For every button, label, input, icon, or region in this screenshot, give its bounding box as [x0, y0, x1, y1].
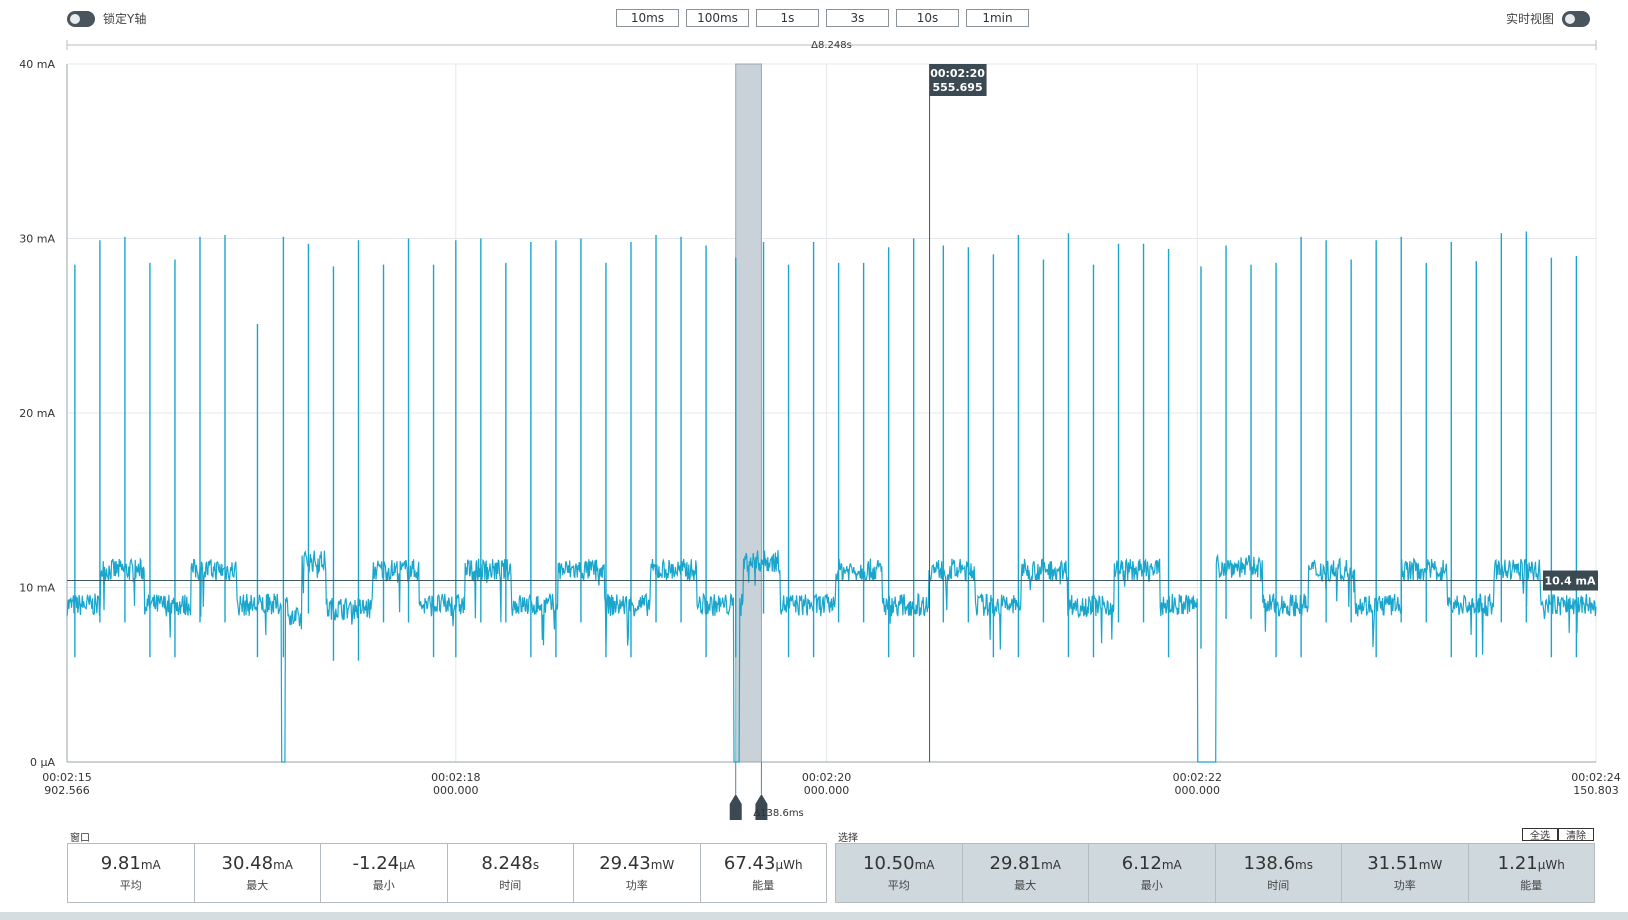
stat-value: 29.43 [599, 853, 651, 874]
selection-delta-label: Δ138.6ms [753, 808, 803, 819]
stat-label: 时间 [1267, 879, 1290, 892]
stat-label: 功率 [1393, 879, 1416, 892]
x-tick-label: 00:02:15 [42, 771, 91, 784]
y-tick-label: 40 mA [19, 58, 55, 71]
stat-value: 31.51 [1367, 853, 1419, 874]
stat-label: 能量 [752, 879, 775, 892]
current-trace [66, 550, 1597, 763]
current-chart[interactable]: Δ8.248s 40 mA 30 mA 20 mA 10 mA 0 μA 00:02:159… [0, 32, 1628, 822]
selection-stat-min: 6.12mA 最小 [1089, 844, 1216, 902]
y-tick-label: 30 mA [19, 233, 55, 246]
stat-label: 最大 [1014, 879, 1037, 892]
window-stat-min: -1.24μA 最小 [321, 844, 448, 902]
stat-unit: mA [1161, 858, 1182, 872]
window-stats-panel: 9.81mA 平均 30.48mA 最大 -1.24μA 最小 8.248s 时间 29… [67, 843, 827, 903]
selection-stat-power: 31.51mW 功率 [1342, 844, 1469, 902]
realtime-view-label: 实时视图 [1506, 12, 1555, 26]
cursor-time-sublabel: 555.695 [933, 81, 983, 94]
stat-value: 1.21 [1497, 853, 1538, 874]
stat-value: -1.24 [352, 853, 400, 874]
stat-unit: s [532, 858, 540, 872]
cursor-label-box [929, 64, 987, 96]
lock-y-axis-toggle[interactable]: 锁定Y轴 [67, 10, 146, 27]
stat-value: 10.50 [863, 853, 915, 874]
average-label: 10.4 mA [1545, 575, 1596, 588]
window-stat-average: 9.81mA 平均 [68, 844, 195, 902]
stat-unit: mA [273, 858, 293, 872]
stat-value: 30.48 [221, 853, 274, 874]
stat-value: 67.43 [723, 853, 776, 874]
window-stat-power: 29.43mW 功率 [574, 844, 701, 902]
selection-stat-energy: 1.21μWh 能量 [1469, 844, 1595, 902]
y-tick-label: 10 mA [19, 582, 55, 595]
bottom-scroll-strip[interactable] [0, 912, 1628, 920]
x-tick-sublabel: 150.803 [1573, 784, 1619, 797]
stat-unit: μWh [1537, 858, 1565, 872]
stat-label: 功率 [625, 879, 648, 892]
stat-label: 时间 [499, 879, 522, 892]
stat-label: 能量 [1520, 879, 1543, 892]
average-label-box [1543, 570, 1598, 591]
x-tick-sublabel: 000.000 [433, 784, 479, 797]
x-tick-sublabel: 000.000 [1175, 784, 1221, 797]
stat-unit: μWh [775, 858, 803, 872]
selection-start-handle[interactable] [729, 794, 742, 820]
window-stat-time: 8.248s 时间 [448, 844, 574, 902]
stat-label: 最小 [1140, 879, 1163, 892]
zoom-3s-button[interactable]: 3s [826, 9, 889, 27]
stat-value: 138.6 [1243, 853, 1296, 874]
selection-stat-max: 29.81mA 最大 [963, 844, 1089, 902]
stat-value: 29.81 [989, 853, 1042, 874]
realtime-view-toggle[interactable]: 实时视图 [1506, 10, 1591, 27]
selection-end-handle[interactable] [755, 794, 768, 820]
y-tick-label: 0 μA [30, 756, 55, 769]
stat-label: 平均 [119, 879, 142, 892]
zoom-bar: 10ms 100ms 1s 3s 10s 1min [616, 9, 1029, 27]
x-tick-label: 00:02:24 [1571, 771, 1620, 784]
selection-stat-average: 10.50mA 平均 [836, 844, 963, 902]
y-tick-label: 20 mA [19, 407, 55, 420]
stat-unit: ms [1295, 858, 1313, 872]
stat-label: 最小 [372, 879, 395, 892]
window-delta-label: Δ8.248s [811, 40, 852, 51]
clear-button[interactable]: 清除 [1558, 828, 1594, 842]
zoom-1min-button[interactable]: 1min [966, 9, 1029, 27]
lock-y-axis-switch[interactable] [67, 10, 95, 27]
zoom-10s-button[interactable]: 10s [896, 9, 959, 27]
realtime-view-switch[interactable] [1562, 10, 1591, 27]
stat-value: 8.248 [481, 853, 533, 874]
stat-label: 平均 [887, 879, 910, 892]
x-tick-sublabel: 000.000 [804, 784, 850, 797]
x-tick-sublabel: 902.566 [44, 784, 90, 797]
window-stat-max: 30.48mA 最大 [195, 844, 321, 902]
stat-value: 9.81 [100, 853, 141, 874]
stat-unit: mA [140, 858, 161, 872]
window-stat-energy: 67.43μWh 能量 [701, 844, 827, 902]
stat-unit: μA [399, 858, 415, 872]
stat-value: 6.12 [1121, 853, 1162, 874]
selection-stat-time: 138.6ms 时间 [1216, 844, 1342, 902]
window-panel-label: 窗口 [70, 833, 90, 844]
x-tick-label: 00:02:20 [802, 771, 851, 784]
zoom-100ms-button[interactable]: 100ms [686, 9, 749, 27]
stat-unit: mW [650, 858, 675, 872]
cursor-time-label: 00:02:20 [930, 67, 985, 80]
x-tick-label: 00:02:22 [1173, 771, 1222, 784]
zoom-1s-button[interactable]: 1s [756, 9, 819, 27]
x-tick-label: 00:02:18 [431, 771, 480, 784]
zoom-10ms-button[interactable]: 10ms [616, 9, 679, 27]
select-all-button[interactable]: 全选 [1522, 828, 1558, 842]
selection-panel-label: 选择 [838, 833, 858, 844]
lock-y-axis-label: 锁定Y轴 [103, 12, 147, 26]
stat-unit: mA [914, 858, 935, 872]
stat-unit: mA [1041, 858, 1061, 872]
selection-stats-panel: 10.50mA 平均 29.81mA 最大 6.12mA 最小 138.6ms 时间 3… [835, 843, 1595, 903]
stat-label: 最大 [246, 879, 269, 892]
stat-unit: mW [1418, 858, 1443, 872]
